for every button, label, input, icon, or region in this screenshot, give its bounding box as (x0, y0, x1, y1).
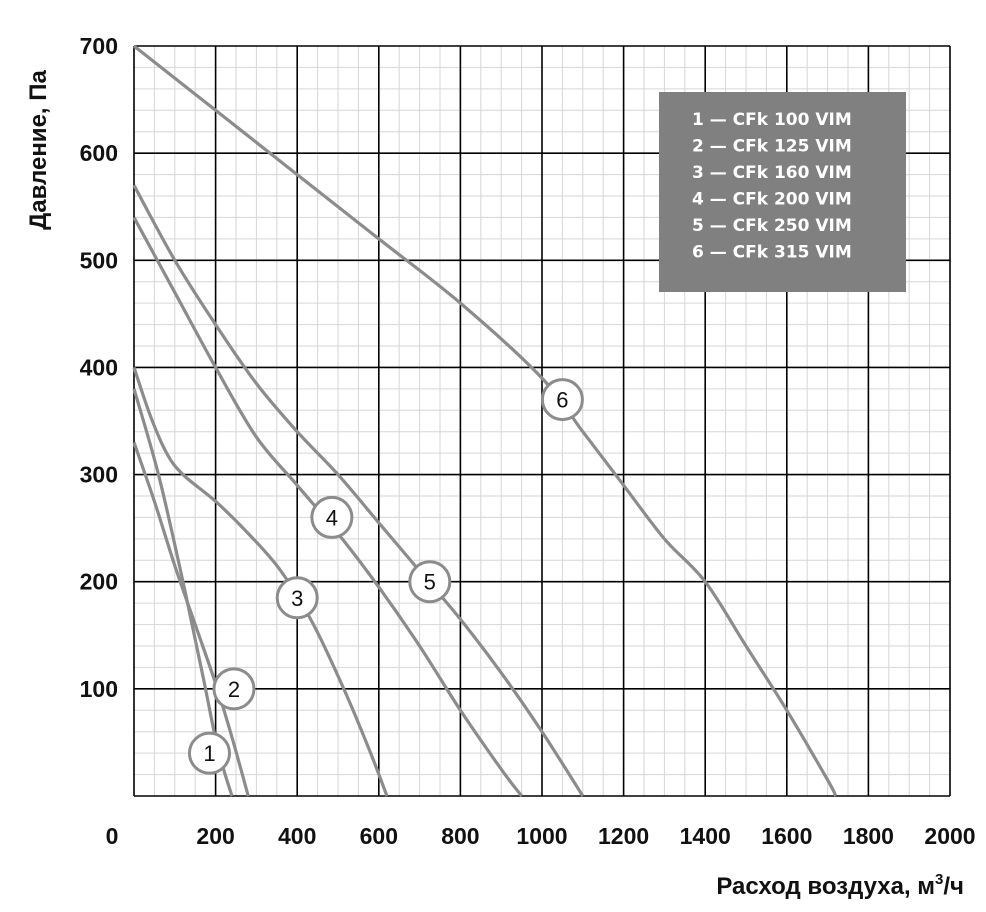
curve-marker-label: 1 (203, 741, 215, 766)
legend-box (659, 92, 906, 292)
x-tick-label: 200 (196, 823, 234, 849)
curve-marker-label: 3 (291, 586, 303, 611)
x-tick-label: 1200 (598, 823, 649, 849)
x-axis-title: Расход воздуха, м3/ч (716, 871, 964, 900)
x-axis-ticks: 0 200 400 600 800 1000 1200 1400 1600 1800 2000 (106, 823, 976, 849)
legend-item: 6 — CFk 315 VIM (692, 243, 852, 263)
curve-marker-circle (408, 560, 452, 604)
y-tick-label: 400 (80, 354, 118, 380)
curve-marker-circle (212, 667, 256, 711)
y-tick-label: 600 (80, 140, 118, 166)
legend-item: 2 — CFk 125 VIM (692, 137, 852, 157)
x-tick-label: 1800 (843, 823, 894, 849)
legend-item: 1 — CFk 100 VIM (692, 110, 852, 130)
y-tick-label: 500 (80, 247, 118, 273)
curve-marker-label: 5 (424, 570, 436, 595)
legend-item: 3 — CFk 160 VIM (692, 163, 852, 183)
curve-markers: 1 2 3 4 5 6 (187, 378, 584, 775)
y-axis-ticks: 100 200 300 400 500 600 700 (80, 33, 118, 702)
legend: 1 — CFk 100 VIM 2 — CFk 125 VIM 3 — CFk 16… (659, 92, 906, 292)
y-tick-label: 300 (80, 462, 118, 488)
legend-item: 4 — CFk 200 VIM (692, 190, 852, 210)
curve-marker-label: 4 (326, 505, 338, 530)
curve-3 (132, 366, 389, 797)
curve-marker-circle (540, 378, 584, 422)
x-tick-label: 1400 (680, 823, 731, 849)
curve-marker-circle (310, 495, 354, 539)
legend-item: 5 — CFk 250 VIM (692, 216, 852, 236)
curve-marker-label: 2 (228, 677, 240, 702)
y-tick-label: 700 (80, 33, 118, 59)
performance-curves (132, 44, 838, 797)
x-tick-label: 600 (360, 823, 398, 849)
x-tick-label: 1600 (761, 823, 812, 849)
curve-marker-circle (275, 576, 319, 620)
y-tick-label: 200 (80, 569, 118, 595)
x-tick-label: 0 (106, 823, 119, 849)
curve-marker-circle (187, 731, 231, 775)
curve-marker-label: 6 (556, 388, 568, 413)
x-tick-label: 400 (278, 823, 316, 849)
x-tick-label: 2000 (924, 823, 975, 849)
y-tick-label: 100 (80, 676, 118, 702)
curve-2 (132, 441, 250, 797)
y-axis-title: Давление, Па (25, 70, 52, 230)
x-tick-label: 800 (441, 823, 479, 849)
curve-6 (133, 44, 838, 797)
x-tick-label: 1000 (516, 823, 567, 849)
curve-5 (132, 184, 585, 797)
